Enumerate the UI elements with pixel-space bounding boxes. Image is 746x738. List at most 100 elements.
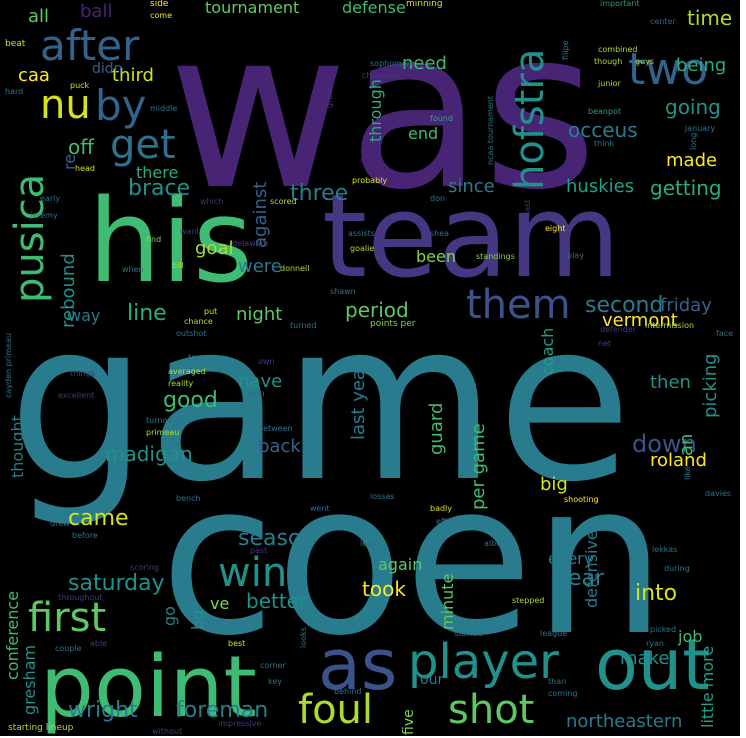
- cloud-word: great: [325, 86, 334, 108]
- cloud-word: turnovers: [146, 416, 185, 425]
- cloud-word: shooting: [564, 495, 599, 504]
- cloud-word: need: [402, 53, 447, 74]
- cloud-word: per game: [468, 423, 489, 510]
- cloud-word: been: [416, 247, 456, 266]
- cloud-word: long: [689, 132, 698, 150]
- cloud-word: impressive: [218, 719, 262, 728]
- cloud-word: night: [236, 304, 283, 325]
- cloud-word: wright: [68, 698, 138, 723]
- cloud-word: lekkas: [652, 545, 678, 554]
- cloud-word: coming: [548, 689, 578, 698]
- cloud-word: standings: [476, 252, 515, 261]
- cloud-word: out: [595, 624, 710, 706]
- cloud-word: hard: [5, 87, 24, 96]
- cloud-word: make: [620, 648, 670, 669]
- cloud-word: put: [204, 307, 218, 316]
- cloud-word: way: [68, 306, 101, 325]
- cloud-word: side: [150, 0, 169, 9]
- cloud-word: think: [594, 139, 615, 148]
- cloud-word: effort: [436, 517, 458, 526]
- cloud-word: have: [238, 371, 283, 392]
- cloud-word: starting lineup: [8, 723, 74, 733]
- cloud-word: minute: [438, 573, 457, 630]
- cloud-word: beanpot: [588, 107, 622, 116]
- cloud-word: go: [160, 606, 179, 626]
- cloud-word: scoring: [130, 563, 160, 572]
- cloud-word: two: [628, 44, 709, 95]
- cloud-word: defense: [342, 0, 406, 17]
- cloud-word: cayden primeau: [4, 333, 13, 398]
- cloud-word: like: [683, 466, 692, 480]
- cloud-word: madigan: [105, 442, 193, 466]
- cloud-word: second: [585, 293, 664, 318]
- cloud-word: losses: [370, 492, 395, 501]
- cloud-word: an: [676, 433, 697, 456]
- cloud-word: found: [430, 114, 453, 123]
- cloud-word: caa: [18, 65, 50, 86]
- cloud-word: didn: [92, 61, 123, 77]
- cloud-word: want: [180, 227, 200, 236]
- cloud-word: donnell: [280, 264, 310, 273]
- cloud-word: getting: [650, 176, 722, 200]
- cloud-word: primeau: [146, 428, 180, 437]
- cloud-word: chance: [184, 317, 213, 326]
- cloud-word: end: [408, 124, 439, 143]
- cloud-word: before: [72, 531, 98, 540]
- cloud-word: throughout: [58, 593, 103, 602]
- cloud-word: find: [146, 235, 162, 244]
- cloud-word: behind: [334, 687, 362, 696]
- cloud-word: line: [127, 301, 167, 326]
- cloud-word: past: [250, 546, 268, 555]
- cloud-word: foreman: [176, 698, 269, 723]
- cloud-word: things: [70, 369, 95, 378]
- cloud-word: intermission: [645, 321, 695, 330]
- cloud-word: saturday: [68, 571, 165, 596]
- cloud-word: more: [360, 156, 381, 165]
- cloud-word: looks: [299, 627, 308, 648]
- cloud-word: since: [448, 176, 495, 197]
- cloud-word: couple: [55, 644, 82, 653]
- cloud-word: davies: [705, 489, 732, 498]
- cloud-word: coach: [538, 327, 557, 375]
- cloud-word: come: [150, 11, 173, 20]
- cloud-word: stepped: [512, 596, 545, 605]
- cloud-word: going: [665, 95, 721, 119]
- cloud-word: center: [650, 17, 676, 26]
- cloud-word: his: [88, 175, 253, 309]
- cloud-word: brace: [128, 176, 191, 201]
- cloud-word: season: [238, 526, 316, 551]
- cloud-word: came: [68, 506, 129, 531]
- cloud-word: net: [598, 339, 612, 348]
- cloud-word: face: [716, 329, 734, 338]
- cloud-word: job: [678, 627, 703, 646]
- cloud-word: during: [664, 564, 690, 573]
- cloud-word: january: [685, 124, 716, 133]
- cloud-word: huskies: [566, 176, 635, 197]
- cloud-word: there: [136, 163, 179, 182]
- cloud-word: after: [40, 21, 140, 70]
- cloud-word: corner: [260, 661, 286, 670]
- cloud-word: guys: [635, 57, 655, 66]
- cloud-word: team: [322, 170, 621, 304]
- cloud-word: goal: [195, 238, 234, 259]
- cloud-word: being: [676, 55, 727, 76]
- cloud-word: were: [238, 256, 282, 277]
- cloud-word: ryan: [646, 639, 664, 648]
- cloud-word: badly: [430, 504, 453, 513]
- cloud-word: foul: [298, 687, 374, 733]
- cloud-word: delaware: [232, 239, 269, 248]
- cloud-word: third: [112, 65, 154, 86]
- cloud-word: ball: [80, 1, 113, 22]
- cloud-word: turned: [290, 321, 317, 330]
- cloud-word: reality: [168, 379, 194, 388]
- cloud-word: five: [401, 709, 417, 735]
- cloud-word: was: [168, 0, 598, 238]
- cloud-word: every: [548, 549, 594, 568]
- cloud-word: down: [632, 430, 697, 458]
- cloud-word: when: [122, 265, 144, 274]
- cloud-word: point: [40, 638, 257, 736]
- cloud-word: coen: [160, 437, 667, 682]
- cloud-word: three: [290, 181, 349, 206]
- cloud-word: assists: [348, 229, 375, 238]
